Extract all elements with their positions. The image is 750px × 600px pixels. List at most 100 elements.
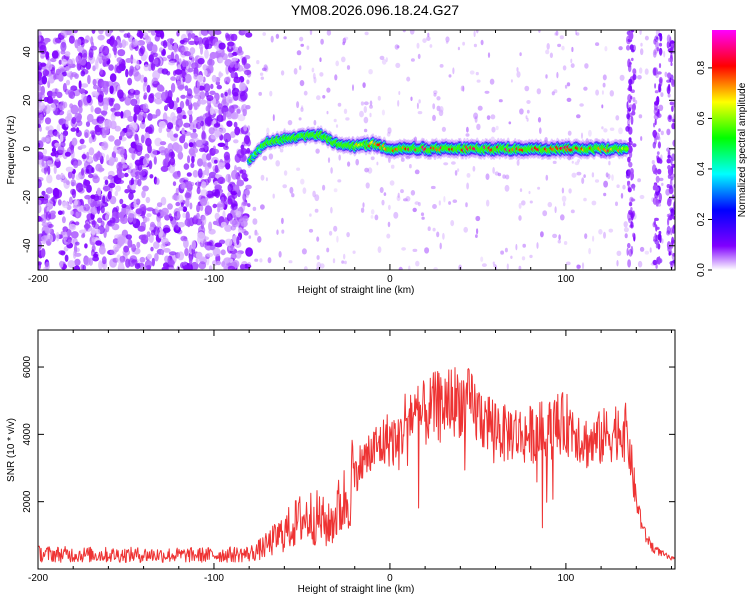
noise-speckle: [71, 116, 77, 125]
noise-speckle: [618, 46, 623, 51]
noise-speckle: [145, 196, 151, 204]
noise-speckle: [108, 156, 115, 167]
noise-speckle: [100, 205, 105, 214]
spike-speckle: [666, 34, 671, 43]
noise-speckle: [615, 115, 620, 121]
y-tick-label: 0: [22, 146, 33, 152]
noise-speckle: [98, 164, 103, 173]
noise-speckle: [549, 52, 554, 59]
spike-speckle: [653, 102, 659, 111]
noise-speckle: [107, 190, 112, 200]
colorbar-tick-label: 0.8: [696, 61, 707, 75]
noise-speckle: [99, 68, 103, 75]
noise-speckle: [102, 195, 106, 203]
noise-speckle: [246, 147, 251, 154]
noise-speckle: [230, 131, 236, 139]
noise-speckle: [568, 188, 572, 194]
noise-speckle: [624, 233, 628, 239]
noise-speckle: [405, 196, 411, 202]
noise-speckle: [352, 84, 354, 91]
spike-speckle: [654, 118, 657, 126]
spike-speckle: [630, 198, 636, 202]
noise-speckle: [552, 233, 558, 239]
spike-speckle: [656, 151, 660, 156]
noise-speckle: [193, 94, 201, 99]
noise-speckle: [44, 117, 52, 125]
noise-speckle: [476, 79, 481, 83]
spike-speckle: [628, 146, 633, 154]
noise-speckle: [196, 80, 201, 90]
noise-speckle: [38, 178, 42, 189]
noise-speckle: [175, 187, 179, 196]
spike-speckle: [628, 137, 632, 142]
noise-speckle: [182, 206, 188, 213]
noise-speckle: [311, 67, 315, 73]
noise-speckle: [489, 78, 495, 85]
noise-speckle: [142, 185, 149, 192]
noise-speckle: [95, 151, 103, 161]
noise-speckle: [608, 160, 611, 166]
noise-speckle: [518, 265, 522, 270]
noise-speckle: [516, 67, 519, 72]
noise-speckle: [236, 49, 244, 56]
noise-speckle: [299, 80, 305, 87]
noise-speckle: [59, 260, 64, 268]
noise-speckle: [184, 248, 189, 257]
y-tick-label: 40: [22, 46, 33, 58]
noise-speckle: [184, 85, 189, 91]
noise-speckle: [242, 215, 249, 222]
noise-speckle: [576, 264, 581, 269]
noise-speckle: [115, 205, 120, 213]
noise-speckle: [181, 60, 189, 67]
noise-speckle: [275, 160, 281, 167]
noise-speckle: [136, 241, 141, 249]
noise-speckle: [104, 179, 109, 185]
noise-speckle: [314, 194, 320, 202]
noise-speckle: [243, 63, 251, 69]
noise-speckle: [181, 127, 185, 135]
noise-speckle: [151, 257, 155, 267]
noise-speckle: [151, 229, 156, 236]
noise-speckle: [412, 248, 418, 252]
noise-speckle: [178, 206, 184, 211]
noise-speckle: [257, 236, 262, 243]
noise-speckle: [114, 125, 122, 132]
noise-speckle: [88, 147, 95, 156]
noise-speckle: [300, 43, 305, 47]
noise-speckle: [189, 121, 195, 131]
noise-speckle: [415, 260, 420, 267]
noise-speckle: [116, 65, 123, 74]
noise-speckle: [197, 168, 203, 178]
noise-speckle: [205, 166, 210, 177]
noise-speckle: [546, 43, 550, 50]
noise-speckle: [442, 232, 445, 240]
noise-speckle: [228, 245, 236, 252]
noise-speckle: [91, 234, 95, 242]
noise-speckle: [133, 113, 138, 123]
noise-speckle: [173, 133, 179, 138]
noise-speckle: [92, 175, 100, 184]
noise-speckle: [149, 114, 158, 119]
noise-speckle: [291, 193, 295, 198]
noise-speckle: [466, 182, 469, 190]
noise-speckle: [74, 199, 78, 206]
noise-speckle: [146, 207, 154, 212]
noise-speckle: [283, 36, 287, 40]
noise-speckle: [516, 71, 521, 78]
noise-speckle: [38, 123, 41, 128]
noise-speckle: [486, 115, 491, 120]
noise-speckle: [177, 221, 185, 228]
spike-speckle: [655, 96, 660, 104]
noise-speckle: [202, 37, 209, 46]
noise-speckle: [83, 203, 90, 212]
noise-speckle: [201, 215, 207, 226]
noise-speckle: [571, 172, 577, 178]
noise-speckle: [167, 96, 172, 103]
noise-speckle: [619, 74, 625, 81]
noise-speckle: [556, 71, 559, 79]
noise-speckle: [206, 153, 212, 161]
noise-speckle: [203, 83, 211, 93]
noise-speckle: [282, 184, 288, 189]
spike-speckle: [671, 153, 675, 162]
noise-speckle: [164, 89, 168, 98]
